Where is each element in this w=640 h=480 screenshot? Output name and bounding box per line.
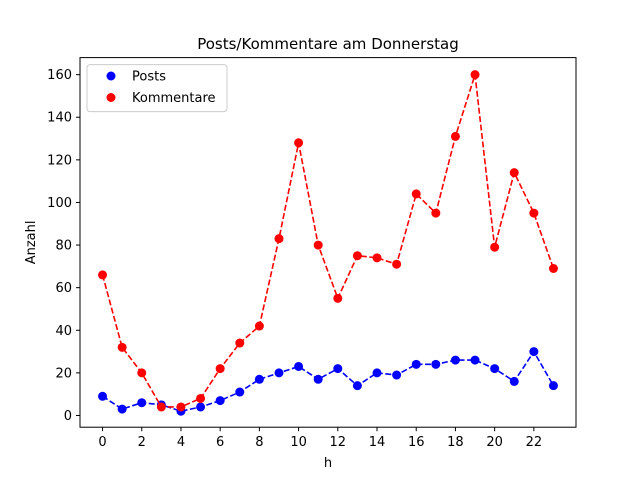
data-point-kommentare: [333, 293, 343, 303]
y-tick-label: 140: [47, 111, 72, 126]
y-tick-label: 20: [55, 366, 72, 381]
data-point-kommentare: [529, 208, 539, 218]
y-tick-label: 120: [47, 153, 72, 168]
data-point-kommentare: [196, 393, 206, 403]
legend-label-posts: Posts: [132, 70, 166, 85]
data-point-posts: [196, 402, 206, 412]
data-point-posts: [352, 381, 362, 391]
x-tick-label: 20: [486, 435, 503, 450]
x-tick-label: 22: [526, 435, 543, 450]
data-point-kommentare: [313, 240, 323, 250]
y-axis-label: Anzahl: [24, 221, 39, 265]
data-point-kommentare: [294, 138, 304, 148]
data-point-posts: [313, 374, 323, 384]
data-point-posts: [470, 355, 480, 365]
data-point-posts: [254, 374, 264, 384]
x-tick-label: 8: [255, 435, 263, 450]
data-point-kommentare: [392, 259, 402, 269]
plot-area-frame: [79, 57, 577, 428]
data-point-kommentare: [98, 270, 108, 280]
series-layer: [98, 70, 558, 416]
x-tick-label: 0: [98, 435, 106, 450]
data-point-kommentare: [490, 242, 500, 252]
y-tick-label: 0: [64, 409, 72, 424]
series-kommentare: [98, 70, 558, 412]
data-point-posts: [548, 381, 558, 391]
data-point-kommentare: [254, 321, 264, 331]
y-tick-label: 80: [55, 239, 72, 254]
data-point-posts: [235, 387, 245, 397]
legend-marker-kommentare: [106, 93, 116, 102]
data-point-kommentare: [156, 402, 166, 412]
data-point-kommentare: [352, 251, 362, 261]
data-point-posts: [333, 364, 343, 374]
data-point-posts: [411, 359, 421, 369]
data-point-kommentare: [372, 253, 382, 263]
data-point-posts: [392, 370, 402, 380]
x-tick-label: 4: [177, 435, 185, 450]
data-point-kommentare: [235, 338, 245, 348]
data-point-kommentare: [117, 342, 127, 352]
data-point-posts: [294, 361, 304, 371]
x-tick-label: 2: [138, 435, 146, 450]
data-point-kommentare: [176, 402, 186, 412]
data-point-posts: [509, 376, 519, 386]
data-point-kommentare: [548, 263, 558, 273]
legend-label-kommentare: Kommentare: [132, 91, 216, 106]
x-axis-label: h: [324, 456, 332, 471]
data-point-posts: [215, 396, 225, 406]
data-point-posts: [117, 404, 127, 414]
data-point-posts: [450, 355, 460, 365]
y-axis: 0 20 40 60 80 100 120 140 160: [47, 68, 80, 424]
data-point-posts: [372, 368, 382, 378]
x-tick-label: 14: [369, 435, 386, 450]
x-tick-label: 16: [408, 435, 425, 450]
chart-title: Posts/Kommentare am Donnerstag: [197, 35, 459, 53]
data-point-posts: [274, 368, 284, 378]
x-axis: 0 2 4 6 8 10 12 14 16 18 20 22: [98, 427, 542, 450]
data-point-posts: [529, 347, 539, 357]
x-tick-label: 6: [216, 435, 224, 450]
data-point-kommentare: [450, 131, 460, 141]
data-point-posts: [137, 398, 147, 408]
data-point-posts: [490, 364, 500, 374]
x-tick-label: 18: [447, 435, 464, 450]
data-point-kommentare: [470, 70, 480, 80]
y-tick-label: 60: [55, 281, 72, 296]
legend: Posts Kommentare: [86, 64, 228, 113]
legend-marker-posts: [106, 71, 116, 81]
data-point-kommentare: [431, 208, 441, 218]
data-point-kommentare: [137, 368, 147, 378]
x-tick-label: 12: [330, 435, 347, 450]
x-tick-label: 10: [290, 435, 307, 450]
legend-box: [86, 64, 228, 113]
y-tick-label: 160: [47, 68, 72, 83]
data-point-kommentare: [509, 168, 519, 178]
data-point-posts: [431, 359, 441, 369]
data-point-kommentare: [274, 234, 284, 244]
data-point-posts: [98, 391, 108, 401]
data-point-kommentare: [215, 364, 225, 374]
y-tick-label: 40: [55, 324, 72, 339]
y-tick-label: 100: [47, 196, 72, 211]
data-point-kommentare: [411, 189, 421, 199]
